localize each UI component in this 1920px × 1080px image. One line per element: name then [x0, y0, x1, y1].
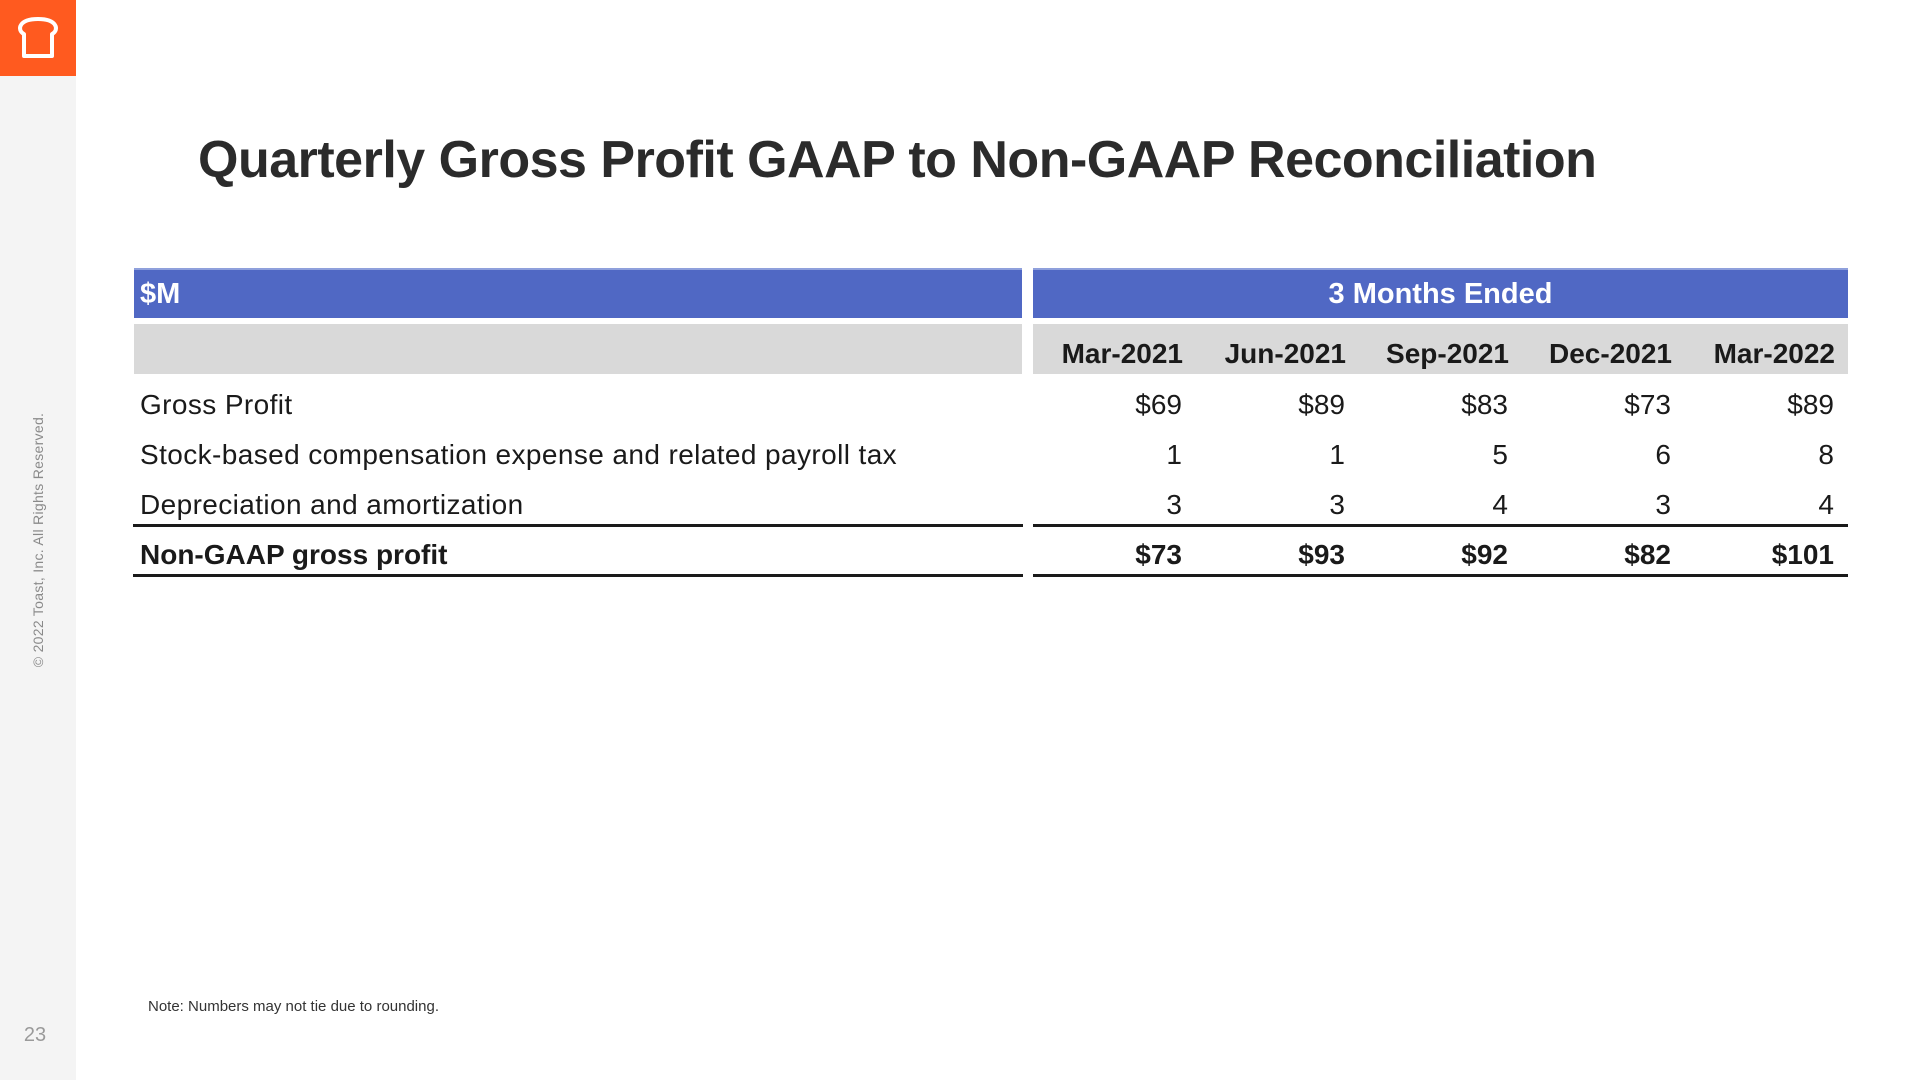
table-cell-total: $82 — [1624, 539, 1671, 570]
column-header: Dec-2021 — [1549, 338, 1672, 369]
table-cell: 3 — [1655, 489, 1671, 520]
table-cell-total: $73 — [1135, 539, 1182, 570]
row-label-gross-profit: Gross Profit — [140, 389, 293, 420]
divider — [1033, 574, 1848, 577]
divider — [1033, 524, 1848, 527]
table-cell: $69 — [1135, 389, 1182, 420]
table-cell: 1 — [1166, 439, 1182, 470]
column-header: Sep-2021 — [1386, 338, 1509, 369]
toast-bread-icon — [18, 17, 58, 58]
divider — [133, 524, 1023, 527]
table-cell: 1 — [1329, 439, 1345, 470]
column-header: Mar-2021 — [1061, 338, 1183, 369]
period-header: 3 Months Ended — [1033, 268, 1848, 318]
column-header: Jun-2021 — [1224, 338, 1346, 369]
table-cell: 3 — [1329, 489, 1345, 520]
table-cell: $83 — [1461, 389, 1508, 420]
table-cell: 4 — [1492, 489, 1508, 520]
table-cell: $73 — [1624, 389, 1671, 420]
divider — [133, 574, 1023, 577]
row-label-non-gaap-gross-profit: Non-GAAP gross profit — [140, 539, 448, 570]
table-cell-total: $93 — [1298, 539, 1345, 570]
column-header-band — [1033, 324, 1848, 374]
table-cell: $89 — [1787, 389, 1834, 420]
page-title: Quarterly Gross Profit GAAP to Non-GAAP … — [198, 131, 1597, 189]
row-label-stock-comp: Stock-based compensation expense and rel… — [140, 439, 898, 470]
table-cell: 8 — [1818, 439, 1834, 470]
footnote: Note: Numbers may not tie due to roundin… — [148, 998, 439, 1015]
table-cell: 5 — [1492, 439, 1508, 470]
sidebar: © 2022 Toast, Inc. All Rights Reserved. … — [0, 0, 76, 1080]
table-cell-total: $92 — [1461, 539, 1508, 570]
row-label-depreciation: Depreciation and amortization — [140, 489, 524, 520]
toast-logo — [0, 0, 76, 76]
page-number: 23 — [23, 1024, 47, 1046]
column-header-spacer — [134, 324, 1022, 374]
table-cell: $89 — [1298, 389, 1345, 420]
column-header: Mar-2022 — [1713, 338, 1835, 369]
table-cell: 4 — [1818, 489, 1834, 520]
copyright-text: © 2022 Toast, Inc. All Rights Reserved. — [30, 412, 46, 668]
table-cell-total: $101 — [1771, 539, 1834, 570]
table-cell: 6 — [1655, 439, 1671, 470]
unit-header: $M — [134, 268, 1022, 318]
table-cell: 3 — [1166, 489, 1182, 520]
